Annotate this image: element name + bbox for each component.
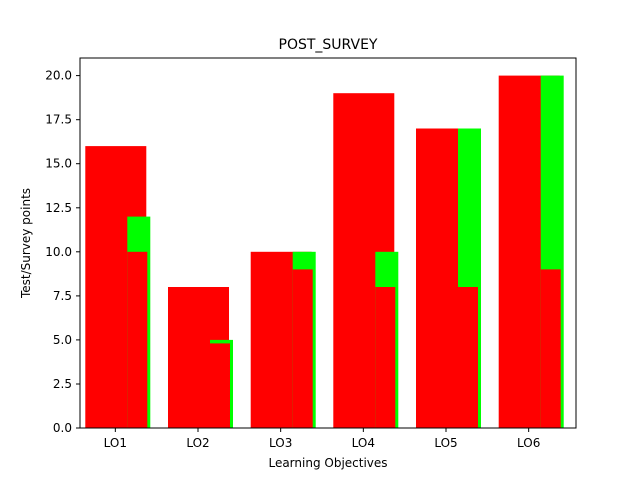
y-tick-label: 7.5 <box>53 289 72 303</box>
chart-title: POST_SURVEY <box>279 37 378 53</box>
bar-narrow-inner-lo5 <box>458 287 478 428</box>
y-tick-label: 2.5 <box>53 377 72 391</box>
bar-narrow-inner-lo1 <box>127 251 148 428</box>
x-axis-label: Learning Objectives <box>268 456 387 470</box>
y-tick-label: 12.5 <box>45 201 72 215</box>
y-tick-label: 5.0 <box>53 333 72 347</box>
x-tick-label: LO3 <box>269 436 292 450</box>
bar-narrow-inner-lo6 <box>540 269 561 428</box>
y-tick-label: 20.0 <box>45 69 72 83</box>
y-tick-label: 15.0 <box>45 157 72 171</box>
y-tick-label: 10.0 <box>45 245 72 259</box>
x-tick-label: LO2 <box>186 436 209 450</box>
bar-narrow-inner-lo2 <box>210 343 230 428</box>
bar-narrow-inner-lo3 <box>292 269 313 428</box>
x-tick-label: LO6 <box>517 436 540 450</box>
y-tick-label: 0.0 <box>53 421 72 435</box>
x-tick-label: LO4 <box>352 436 375 450</box>
x-tick-label: LO5 <box>434 436 457 450</box>
y-tick-label: 17.5 <box>45 113 72 127</box>
x-tick-label: LO1 <box>104 436 127 450</box>
plot-frame <box>79 57 577 429</box>
y-axis-label: Test/Survey points <box>19 188 33 299</box>
bar-narrow-inner-lo4 <box>375 287 396 428</box>
bars-layer <box>85 75 564 428</box>
y-axis-ticks: 0.0 2.5 5.0 7.5 10.0 12.5 15.0 17.5 20.0 <box>45 69 80 435</box>
x-axis-ticks: LO1 LO2 LO3 LO4 LO5 LO6 <box>104 428 540 450</box>
